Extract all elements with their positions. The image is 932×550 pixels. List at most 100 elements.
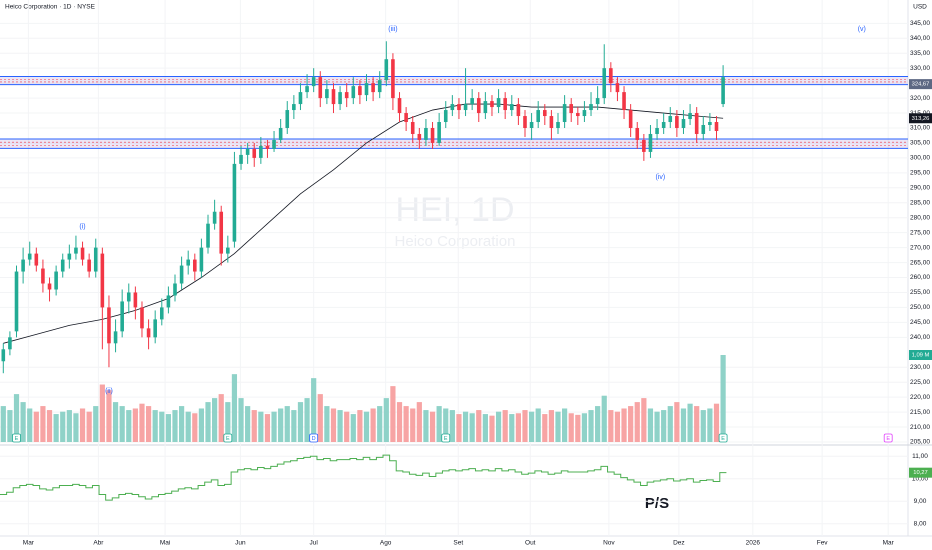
price-tag-label: 324,67 [912,82,930,88]
candle-body [417,133,422,140]
y-tick-label: 210,00 [910,424,930,431]
candle-body [325,89,329,99]
volume-bar [674,402,680,442]
y-tick-label: 340,00 [910,35,930,42]
price-tag [909,467,932,478]
volume-bar [337,410,343,442]
candle-body [576,113,580,117]
event-label: E [15,436,19,442]
volume-bar [251,410,257,442]
event-marker [12,433,21,443]
candle-body [21,259,25,272]
candle-body [47,283,52,290]
event-marker [441,433,451,443]
volume-bar [423,410,429,442]
volume-bar [575,414,581,442]
candle-body [595,98,600,105]
volume-bar [495,411,502,442]
candle-body [437,122,441,143]
y-tick-label: 205,00 [910,439,930,446]
volume-bar [700,410,706,442]
candle-body [628,110,633,128]
candle-body [8,337,12,350]
volume-bar [93,406,99,442]
event-label: E [886,436,890,442]
candle-body [338,92,342,105]
volume-bar [522,410,528,442]
event-label: D [312,436,316,442]
x-tick-label: Dez [673,540,685,547]
volume-bar [86,411,92,442]
volume-bar [720,355,726,442]
volume-bar [456,414,462,442]
x-tick-label: Abr [93,540,104,547]
ps-tick-label: 11,00 [912,453,928,460]
y-tick-label: 285,00 [910,199,930,206]
y-tick-label: 295,00 [910,170,930,177]
y-tick-label: 290,00 [910,185,930,192]
volume-bar [449,410,455,442]
watermark: HEI, 1D [395,191,514,229]
candle-body [675,116,679,128]
ps-label: P/S [645,495,669,512]
candle-body [377,80,382,93]
candle-body [344,92,349,99]
candle-body [34,253,39,266]
y-tick-label: 255,00 [910,289,930,296]
volume-bar [713,403,720,442]
volume-bar [245,406,251,442]
volume-bar [179,406,185,442]
candle-body [476,98,481,114]
candle-body [252,148,257,158]
volume-bar [53,414,59,442]
volume-bar [410,408,416,442]
chart-title: Heico Corporation · 1D · NYSE [5,4,96,11]
volume-bar [73,413,79,442]
event-label: E [444,436,448,442]
ps-tick-label: 9,00 [914,498,927,505]
volume-bar [304,398,310,442]
volume-bar [443,408,449,442]
volume-bar [614,411,621,442]
candle-body [259,145,263,158]
volume-bar [383,398,389,442]
x-tick-label: 2026 [746,540,761,547]
candle-body [153,319,157,338]
volume-bar [238,398,244,442]
volume-bar [212,398,218,442]
y-tick-label: 275,00 [910,229,930,236]
candle-body [404,113,408,123]
candle-body [278,127,283,140]
currency: USD [913,4,927,11]
candle-body [74,247,78,254]
volume-bar [601,395,607,442]
candle-body [443,110,448,123]
volume-bar [595,406,601,442]
y-tick-label: 330,00 [910,65,930,72]
moving-average [3,103,724,344]
candle-body [668,116,673,123]
candle-body [67,253,72,260]
volume-bar [152,410,158,442]
volume-bar [324,406,330,442]
y-tick-label: 265,00 [910,259,930,266]
y-tick-label: 240,00 [910,334,930,341]
volume-bar [297,402,304,442]
price-tag-label: 10,27 [913,470,928,476]
volume-bar [634,402,640,442]
candle-body [54,271,58,290]
candle-body [14,271,19,332]
candle-body [523,116,527,128]
volume-bar [330,408,337,442]
volume-bar [185,411,191,442]
candle-body [179,265,184,284]
candle-body [285,110,290,128]
volume-bar [641,398,647,442]
candle-body [384,59,389,81]
volume-bar [99,384,105,442]
volume-bar [416,402,422,442]
candle-body [556,122,560,128]
candle-body [107,307,111,344]
